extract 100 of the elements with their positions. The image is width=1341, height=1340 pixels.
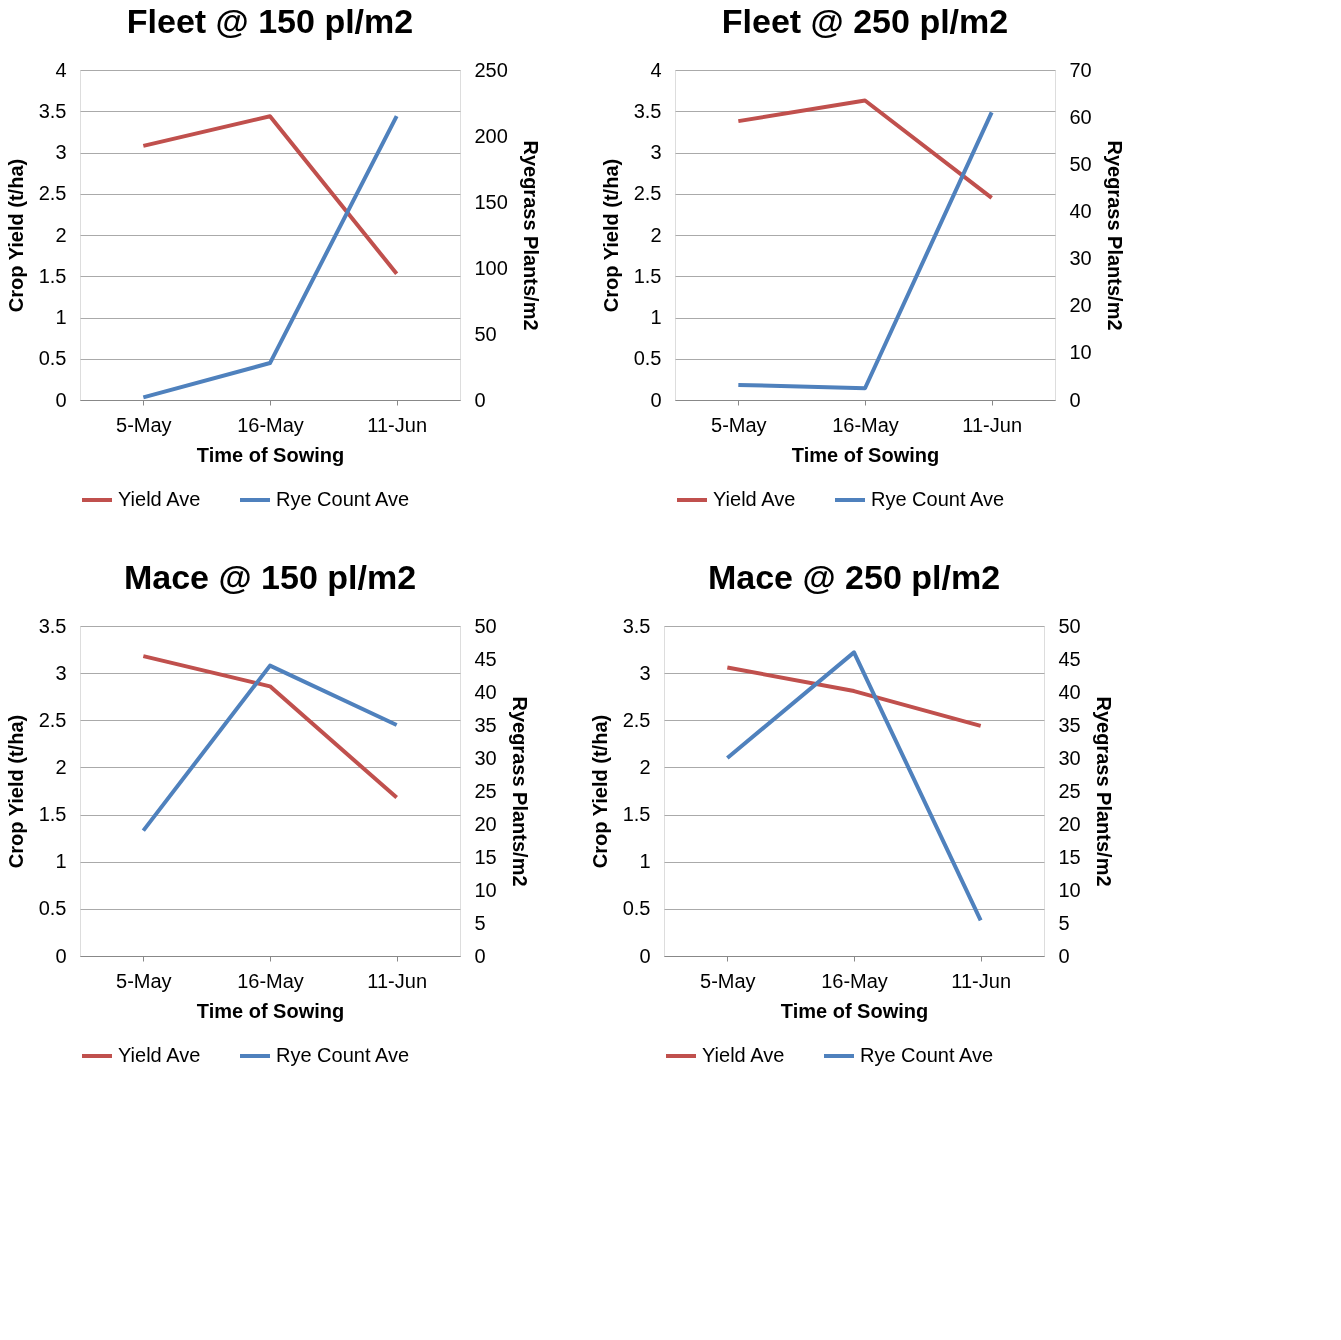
y-tick-label: 2 (650, 223, 662, 246)
chart-title: Mace @ 250 pl/m2 (707, 558, 1001, 596)
chart-title: Fleet @ 250 pl/m2 (721, 2, 1009, 40)
y2-tick-label: 30 (1069, 247, 1092, 270)
y-tick-label: 3 (650, 141, 662, 163)
y-tick-label: 2.5 (38, 182, 67, 205)
y-tick-label: 3.5 (633, 99, 662, 122)
y2-tick-label: 60 (1069, 105, 1092, 128)
y-tick-label: 2 (639, 755, 651, 778)
y-tick-label: 1.5 (38, 803, 67, 826)
y-tick-label: 1.5 (622, 803, 651, 826)
y-tick-label: 2 (55, 223, 67, 246)
y2-tick-label: 30 (474, 746, 497, 769)
y-axis-title: Crop Yield (t/ha) (599, 158, 622, 313)
y2-axis-title: Ryegrass Plants/m2 (1092, 696, 1115, 887)
y2-tick-label: 50 (474, 614, 497, 637)
y2-tick-label: 45 (1058, 647, 1081, 670)
y2-tick-label: 0 (474, 388, 486, 411)
x-tick-label: 11-Jun (951, 969, 1011, 992)
y2-tick-label: 25 (474, 779, 497, 802)
y2-tick-label: 15 (1058, 845, 1081, 868)
y2-tick-label: 150 (474, 190, 508, 213)
y-tick-label: 0.5 (622, 897, 651, 920)
x-axis-title: Time of Sowing (780, 999, 929, 1022)
x-tick-label: 16-May (821, 969, 888, 992)
y2-tick-label: 0 (474, 944, 486, 967)
y2-tick-label: 10 (1069, 341, 1092, 364)
y-tick-label: 2.5 (633, 182, 662, 205)
x-tick-label: 16-May (237, 413, 304, 436)
y2-tick-label: 30 (1058, 746, 1081, 769)
legend-label: Rye Count Ave (871, 488, 1005, 510)
y-tick-label: 0.5 (38, 347, 67, 370)
y-tick-label: 1.5 (633, 264, 662, 287)
y2-tick-label: 20 (474, 812, 497, 835)
y-tick-label: 3 (55, 661, 67, 684)
y-tick-label: 1 (650, 306, 662, 328)
x-tick-label: 16-May (832, 413, 899, 436)
y-tick-label: 3.5 (622, 614, 651, 637)
y-tick-label: 3 (55, 141, 67, 163)
y2-axis-title: Ryegrass Plants/m2 (519, 140, 542, 331)
x-tick-label: 5-May (116, 413, 172, 436)
y2-tick-label: 50 (1069, 152, 1092, 175)
y2-tick-label: 40 (474, 680, 497, 703)
y-tick-label: 0 (55, 944, 67, 967)
x-tick-label: 16-May (237, 969, 304, 992)
y2-tick-label: 0 (1058, 944, 1070, 967)
y-tick-label: 0 (55, 388, 67, 411)
legend-label: Yield Ave (118, 1044, 201, 1066)
y-tick-label: 0 (639, 944, 651, 967)
x-tick-label: 11-Jun (367, 969, 427, 992)
y2-tick-label: 35 (474, 713, 497, 736)
y2-tick-label: 0 (1069, 388, 1081, 411)
y2-axis-title: Ryegrass Plants/m2 (508, 696, 531, 887)
y2-tick-label: 10 (474, 878, 497, 901)
y-tick-label: 3 (639, 661, 651, 684)
y-tick-label: 2.5 (38, 708, 67, 731)
legend-label: Yield Ave (702, 1044, 785, 1066)
x-axis-title: Time of Sowing (196, 999, 345, 1022)
legend-label: Rye Count Ave (276, 1044, 410, 1066)
legend-label: Rye Count Ave (860, 1044, 994, 1066)
y-tick-label: 3.5 (38, 614, 67, 637)
y2-tick-label: 5 (1058, 911, 1070, 934)
y2-tick-label: 50 (1058, 614, 1081, 637)
y-tick-label: 1 (55, 306, 67, 328)
y-tick-label: 2.5 (622, 708, 651, 731)
y2-tick-label: 25 (1058, 779, 1081, 802)
y2-axis-title: Ryegrass Plants/m2 (1103, 140, 1126, 331)
x-axis-title: Time of Sowing (791, 443, 940, 466)
y-axis-title: Crop Yield (t/ha) (4, 714, 27, 869)
x-tick-label: 5-May (700, 969, 756, 992)
y-tick-label: 0 (650, 388, 662, 411)
x-tick-label: 5-May (116, 969, 172, 992)
y-tick-label: 1 (55, 850, 67, 873)
y2-tick-label: 45 (474, 647, 497, 670)
x-axis-title: Time of Sowing (196, 443, 345, 466)
x-tick-label: 11-Jun (367, 413, 427, 436)
x-tick-label: 11-Jun (962, 413, 1022, 436)
y-axis-title: Crop Yield (t/ha) (588, 714, 611, 869)
y2-tick-label: 15 (474, 845, 497, 868)
legend-label: Yield Ave (118, 488, 201, 510)
x-tick-label: 5-May (711, 413, 767, 436)
y2-tick-label: 5 (474, 911, 486, 934)
y-tick-label: 3.5 (38, 99, 67, 122)
y2-tick-label: 20 (1069, 294, 1092, 317)
y-tick-label: 0.5 (38, 897, 67, 920)
y-tick-label: 1.5 (38, 264, 67, 287)
legend-label: Rye Count Ave (276, 488, 410, 510)
y2-tick-label: 100 (474, 256, 508, 279)
y2-tick-label: 50 (474, 322, 497, 345)
y2-tick-label: 10 (1058, 878, 1081, 901)
y-tick-label: 0.5 (633, 347, 662, 370)
y2-tick-label: 20 (1058, 812, 1081, 835)
y2-tick-label: 200 (474, 124, 508, 147)
legend-label: Yield Ave (713, 488, 796, 510)
y-tick-label: 4 (650, 58, 662, 81)
y2-tick-label: 70 (1069, 58, 1092, 81)
y2-tick-label: 40 (1058, 680, 1081, 703)
y2-tick-label: 40 (1069, 199, 1092, 222)
y2-tick-label: 35 (1058, 713, 1081, 736)
y-tick-label: 2 (55, 755, 67, 778)
